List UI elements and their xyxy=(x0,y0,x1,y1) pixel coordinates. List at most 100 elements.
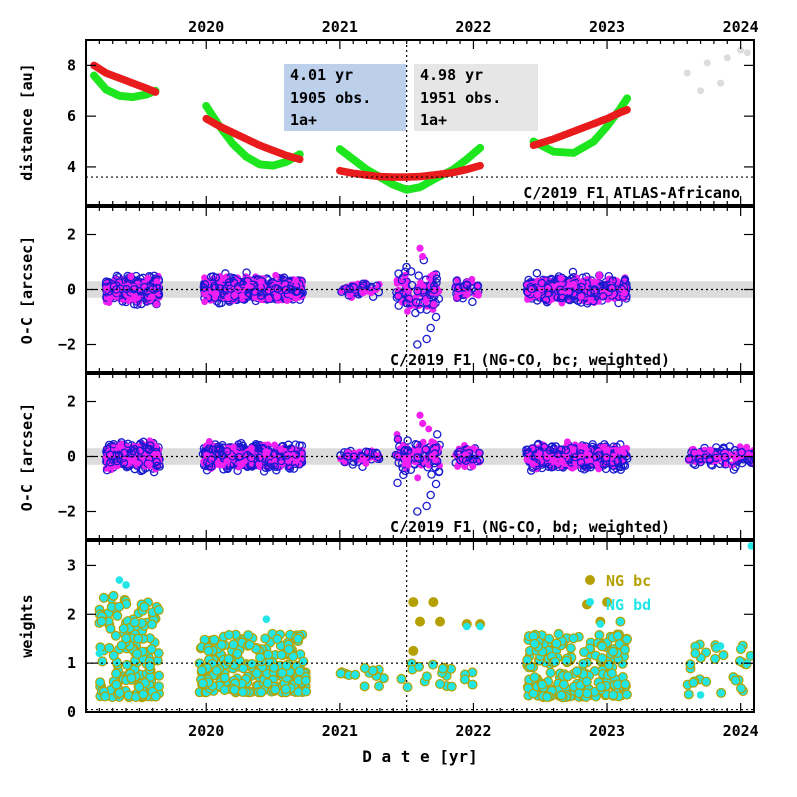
oc-bc-point xyxy=(359,289,367,297)
oc-bc-point xyxy=(145,460,153,468)
oc-bd-point xyxy=(222,447,232,456)
oc-bc-point xyxy=(229,443,237,451)
oc-bd-point xyxy=(607,283,617,293)
oc-bc-point xyxy=(550,458,558,465)
oc-bc-point xyxy=(619,448,626,455)
oc-bd-point xyxy=(545,446,555,455)
oc-bc-point xyxy=(128,457,136,465)
oc-bd-point xyxy=(109,440,118,449)
geocentric-point xyxy=(623,94,632,103)
oc-bc-point xyxy=(534,277,542,285)
heliocentric-point xyxy=(295,155,304,164)
oc-bc-point xyxy=(529,460,537,468)
oc-bd-points xyxy=(86,411,754,516)
future-point xyxy=(697,87,705,95)
oc-bd-point xyxy=(214,449,224,458)
oc-bc-point xyxy=(148,293,156,301)
oc-bd-point xyxy=(434,467,444,477)
oc-outlier xyxy=(419,252,427,261)
future-point xyxy=(743,49,751,57)
oc-bd-point xyxy=(416,305,425,314)
oc-bd-point xyxy=(140,282,149,292)
oc-bd-point xyxy=(613,456,622,466)
oc-bd-point xyxy=(146,441,155,450)
oc-bd-point xyxy=(400,446,409,456)
oc-bc-point xyxy=(278,460,285,467)
oc-bd-point xyxy=(114,451,124,460)
oc-bd-point xyxy=(454,284,463,293)
oc-bd-point xyxy=(244,288,253,298)
oc-outlier xyxy=(413,340,422,349)
oc-bd-point xyxy=(561,445,571,455)
oc-bd-point xyxy=(226,461,235,470)
oc-bc-point xyxy=(454,463,461,470)
oc-bd-point xyxy=(461,456,471,465)
oc-bd-point xyxy=(601,453,611,462)
oc-bc-point xyxy=(346,291,354,299)
oc-bd-point xyxy=(199,283,209,293)
oc-bc-point xyxy=(463,290,471,298)
oc-bd-point xyxy=(286,444,296,453)
oc-bc-point xyxy=(103,284,110,292)
oc-bc-point xyxy=(570,280,577,288)
oc-bc-point xyxy=(523,455,531,463)
oc-bc-point xyxy=(474,290,482,297)
oc-bc-point xyxy=(583,450,591,458)
oc-bc-point xyxy=(394,436,402,444)
oc-bd-point xyxy=(152,457,161,467)
oc-bd-point xyxy=(238,441,247,451)
oc-bc-point xyxy=(581,443,589,451)
oc-bc-point xyxy=(362,460,370,467)
oc-bd-point xyxy=(577,282,586,292)
oc-bd-point xyxy=(609,465,618,474)
oc-bc-points xyxy=(86,244,754,349)
heliocentric-point xyxy=(476,161,484,170)
oc-outlier xyxy=(426,323,435,333)
oc-bd-point xyxy=(403,446,413,455)
oc-bc-point xyxy=(557,274,565,282)
oc-bd-point xyxy=(123,439,133,449)
oc-bd-point xyxy=(411,308,420,318)
oc-bc-point xyxy=(402,282,410,290)
oc-bd-point xyxy=(229,278,239,288)
oc-bd-point xyxy=(475,448,484,458)
geocentric-point xyxy=(476,143,485,152)
oc-bd-point xyxy=(400,267,410,276)
oc-bc-point xyxy=(106,295,113,302)
oc-bd-point xyxy=(206,272,216,282)
oc-bd-point xyxy=(413,286,422,296)
oc-bd-point xyxy=(427,470,436,479)
oc-bd-point xyxy=(407,280,417,290)
oc-bc-point xyxy=(292,276,300,284)
oc-bc-point xyxy=(153,278,161,285)
oc-bd-point xyxy=(205,444,214,453)
oc-bc-point xyxy=(153,451,161,458)
oc-bc-point xyxy=(255,460,263,468)
oc-bc-point xyxy=(231,291,239,299)
oc-bd-point xyxy=(586,288,596,298)
oc-bd-point xyxy=(337,287,346,297)
oc-bc-point xyxy=(277,445,284,453)
oc-bd-point xyxy=(432,274,442,284)
oc-bc-point xyxy=(248,444,255,452)
oc-bd-point xyxy=(256,291,266,300)
oc-bd-point xyxy=(348,460,358,469)
oc-bc-point xyxy=(127,273,135,280)
heliocentric-point xyxy=(623,106,631,114)
oc-bd-point xyxy=(543,283,553,293)
oc-bc-point xyxy=(205,438,213,445)
oc-bc-point xyxy=(593,460,600,468)
oc-bd-point xyxy=(279,273,289,283)
oc-bd-point xyxy=(582,463,592,473)
oc-bd-point xyxy=(397,275,407,285)
oc-bd-point xyxy=(404,294,414,304)
oc-bc-point xyxy=(244,283,252,291)
oc-bd-point xyxy=(414,271,423,280)
oc-bc-point xyxy=(404,461,412,469)
oc-bc-point xyxy=(621,289,628,297)
oc-bd-point xyxy=(528,444,537,453)
oc-bd-point xyxy=(200,280,210,289)
oc-bc-point xyxy=(565,289,573,296)
oc-bc-point xyxy=(262,448,270,456)
oc-bd-point xyxy=(214,299,224,308)
